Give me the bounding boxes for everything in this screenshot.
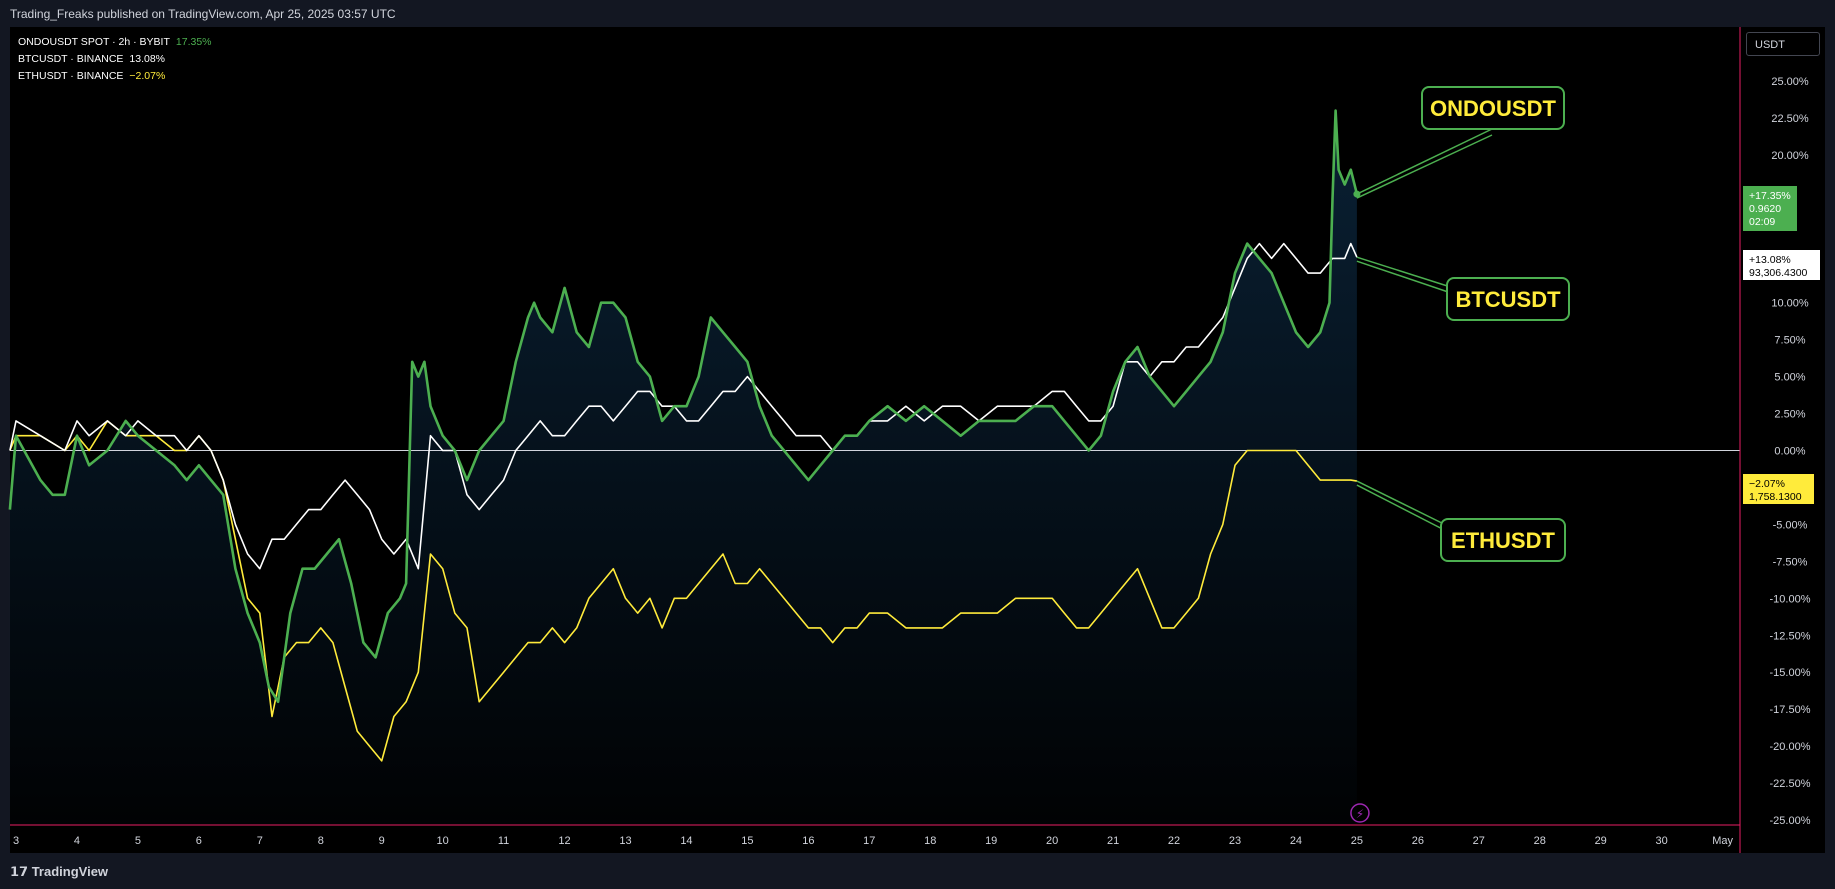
publish-header: Trading_Freaks published on TradingView.… <box>0 0 1835 27</box>
series-legend: ONDOUSDT SPOT · 2h · BYBIT 17.35% BTCUSDT… <box>18 34 212 85</box>
btc-callout-line <box>1356 260 1461 297</box>
x-tick-label: 6 <box>196 835 202 847</box>
x-tick-label: 18 <box>924 835 936 847</box>
eth-price-tag <box>1743 474 1814 504</box>
legend-eth-value: −2.07% <box>129 70 166 82</box>
y-tick-label: -17.50% <box>1770 704 1811 716</box>
btc-callout-text: BTCUSDT <box>1455 287 1561 312</box>
y-tick-label: 20.00% <box>1771 150 1809 162</box>
y-tick-label: -10.00% <box>1770 593 1811 605</box>
legend-eth-label: ETHUSDT · BINANCE <box>18 70 124 82</box>
btc-callout-line <box>1356 256 1461 291</box>
x-tick-label: 14 <box>680 835 692 847</box>
x-tick-label: 23 <box>1229 835 1241 847</box>
x-tick-label: 13 <box>619 835 631 847</box>
y-tick-label: 22.50% <box>1771 113 1809 125</box>
y-tick-label: -15.00% <box>1770 667 1811 679</box>
x-tick-label: 21 <box>1107 835 1119 847</box>
event-marker-icon <box>1350 803 1370 823</box>
x-tick-label: 4 <box>74 835 80 847</box>
x-tick-label: 22 <box>1168 835 1180 847</box>
x-tick-label: 20 <box>1046 835 1058 847</box>
x-tick-label: 3 <box>13 835 19 847</box>
btc-price-tag <box>1743 250 1820 280</box>
x-tick-label: 25 <box>1351 835 1363 847</box>
footer-bar: 𝟭𝟳 TradingView <box>0 853 1835 889</box>
x-tick-label: 19 <box>985 835 997 847</box>
eth-series-line <box>9 420 1358 762</box>
x-tick-label: 28 <box>1534 835 1546 847</box>
x-tick-label: 16 <box>802 835 814 847</box>
ondo-price-label: 0.9620 <box>1749 203 1781 215</box>
btc-callout-box <box>1446 277 1570 321</box>
btc-price-label: 93,306.4300 <box>1749 267 1808 279</box>
legend-btc-label: BTCUSDT · BINANCE <box>18 53 124 65</box>
ondo-callout-text: ONDOUSDT <box>1430 96 1556 121</box>
y-tick-label: 25.00% <box>1771 76 1809 88</box>
currency-button[interactable]: USDT <box>1746 32 1820 56</box>
legend-row-eth[interactable]: ETHUSDT · BINANCE −2.07% <box>18 68 212 85</box>
x-tick-label: May <box>1712 835 1733 847</box>
legend-row-btc[interactable]: BTCUSDT · BINANCE 13.08% <box>18 51 212 68</box>
ondo-callout-line <box>1356 134 1493 199</box>
x-tick-label: 17 <box>863 835 875 847</box>
ondo-area-fill <box>9 110 1357 826</box>
y-tick-label: 10.00% <box>1771 298 1809 310</box>
tradingview-logo-text: TradingView <box>31 864 109 879</box>
x-tick-label: 9 <box>379 835 385 847</box>
x-tick-label: 12 <box>558 835 570 847</box>
y-tick-label: 7.50% <box>1774 335 1805 347</box>
eth-callout-box <box>1440 518 1566 562</box>
ondo-countdown-label: 02:09 <box>1749 216 1775 228</box>
x-tick-label: 30 <box>1656 835 1668 847</box>
y-tick-label: -12.50% <box>1770 630 1811 642</box>
x-tick-label: 8 <box>318 835 324 847</box>
ondo-area-layer <box>9 110 1357 826</box>
btc-pct-label: +13.08% <box>1749 254 1791 266</box>
legend-ondo-label: ONDOUSDT SPOT · 2h · BYBIT <box>18 36 170 48</box>
x-tick-label: 15 <box>741 835 753 847</box>
x-tick-label: 10 <box>437 835 449 847</box>
y-tick-label: -22.50% <box>1770 778 1811 790</box>
lightning-icon: ⚡ <box>1356 807 1364 821</box>
legend-ondo-value: 17.35% <box>175 36 212 48</box>
x-tick-label: 29 <box>1595 835 1607 847</box>
tradingview-logo[interactable]: 𝟭𝟳 TradingView <box>10 864 108 880</box>
ondo-callout-box <box>1421 86 1565 130</box>
eth-price-label: 1,758.1300 <box>1749 491 1802 503</box>
btc-series-line <box>9 242 1358 570</box>
series-lines-layer <box>8 109 1361 762</box>
y-tick-label: -5.00% <box>1773 519 1808 531</box>
x-tick-label: 27 <box>1473 835 1485 847</box>
x-tick-label: 26 <box>1412 835 1424 847</box>
ondo-price-tag <box>1743 186 1797 231</box>
axes-layer: 25.00% 22.50% 20.00% 10.00% 7.50% 5.00% 2.50% 0… <box>10 27 1811 853</box>
ondo-pct-label: +17.35% <box>1749 190 1791 202</box>
y-tick-label: -7.50% <box>1773 556 1808 568</box>
legend-btc-value: 13.08% <box>129 53 166 65</box>
eth-callout-line <box>1356 484 1457 537</box>
ondo-callout-line <box>1356 128 1493 195</box>
publisher-line: Trading_Freaks published on TradingView.… <box>10 7 396 21</box>
y-tick-label: 0.00% <box>1774 446 1805 458</box>
x-tick-label: 5 <box>135 835 141 847</box>
y-tick-label: -25.00% <box>1770 815 1811 827</box>
y-tick-label: 2.50% <box>1774 409 1805 421</box>
annotations-layer: ONDOUSDT BTCUSDT ETHUSDT <box>1356 86 1570 562</box>
tradingview-logo-icon: 𝟭𝟳 <box>10 864 32 879</box>
eth-callout-text: ETHUSDT <box>1451 528 1555 553</box>
x-tick-label: 24 <box>1290 835 1302 847</box>
eth-pct-label: −2.07% <box>1749 478 1785 490</box>
ondo-series-line <box>8 109 1359 704</box>
y-tick-label: 5.00% <box>1774 372 1805 384</box>
x-tick-label: 11 <box>498 835 509 847</box>
eth-callout-line <box>1356 480 1457 531</box>
y-tick-label: -20.00% <box>1770 741 1811 753</box>
legend-row-ondo[interactable]: ONDOUSDT SPOT · 2h · BYBIT 17.35% <box>18 34 212 51</box>
x-tick-label: 7 <box>257 835 263 847</box>
